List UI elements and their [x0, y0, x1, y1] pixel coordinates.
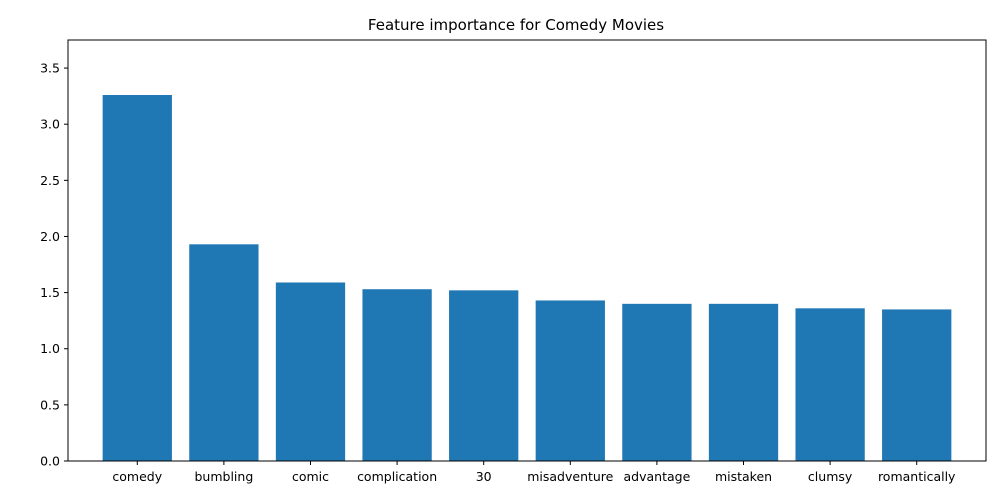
x-tick-label: complication	[357, 469, 437, 484]
y-tick-label: 1.5	[40, 285, 60, 300]
x-tick-label: bumbling	[194, 469, 253, 484]
y-tick-label: 3.5	[40, 61, 60, 76]
x-tick-label: romantically	[878, 469, 956, 484]
bars-layer	[102, 95, 952, 461]
bar-misadventure	[535, 300, 605, 461]
y-tick-label: 3.0	[40, 117, 60, 132]
x-tick-label: misadventure	[527, 469, 613, 484]
bar-romantically	[882, 309, 952, 461]
y-tick-label: 1.0	[40, 341, 60, 356]
x-tick-label: 30	[476, 469, 492, 484]
y-tick-label: 2.5	[40, 173, 60, 188]
x-tick-label: clumsy	[808, 469, 853, 484]
bar-clumsy	[795, 308, 865, 461]
bar-complication	[362, 289, 432, 461]
y-tick-label: 0.5	[40, 397, 60, 412]
x-tick-label: comedy	[112, 469, 162, 484]
x-tick-label: comic	[292, 469, 329, 484]
x-tick-label: mistaken	[715, 469, 772, 484]
y-tick-label: 0.0	[40, 454, 60, 469]
plot-frame	[67, 39, 987, 462]
y-axis: 0.0 0.5 1.0 1.5 2.0 2.5 3.0 3.5	[40, 61, 68, 469]
x-tick-label: advantage	[624, 469, 691, 484]
bar-comedy	[102, 95, 172, 461]
bar-30	[449, 290, 519, 461]
bar-advantage	[622, 303, 692, 461]
bar-bumbling	[189, 244, 259, 461]
chart-title: Feature importance for Comedy Movies	[368, 16, 664, 34]
x-axis: comedy bumbling comic complication 30 misadve…	[112, 461, 956, 484]
y-tick-label: 2.0	[40, 229, 60, 244]
bar-comic	[275, 282, 346, 461]
bar-mistaken	[708, 303, 779, 461]
